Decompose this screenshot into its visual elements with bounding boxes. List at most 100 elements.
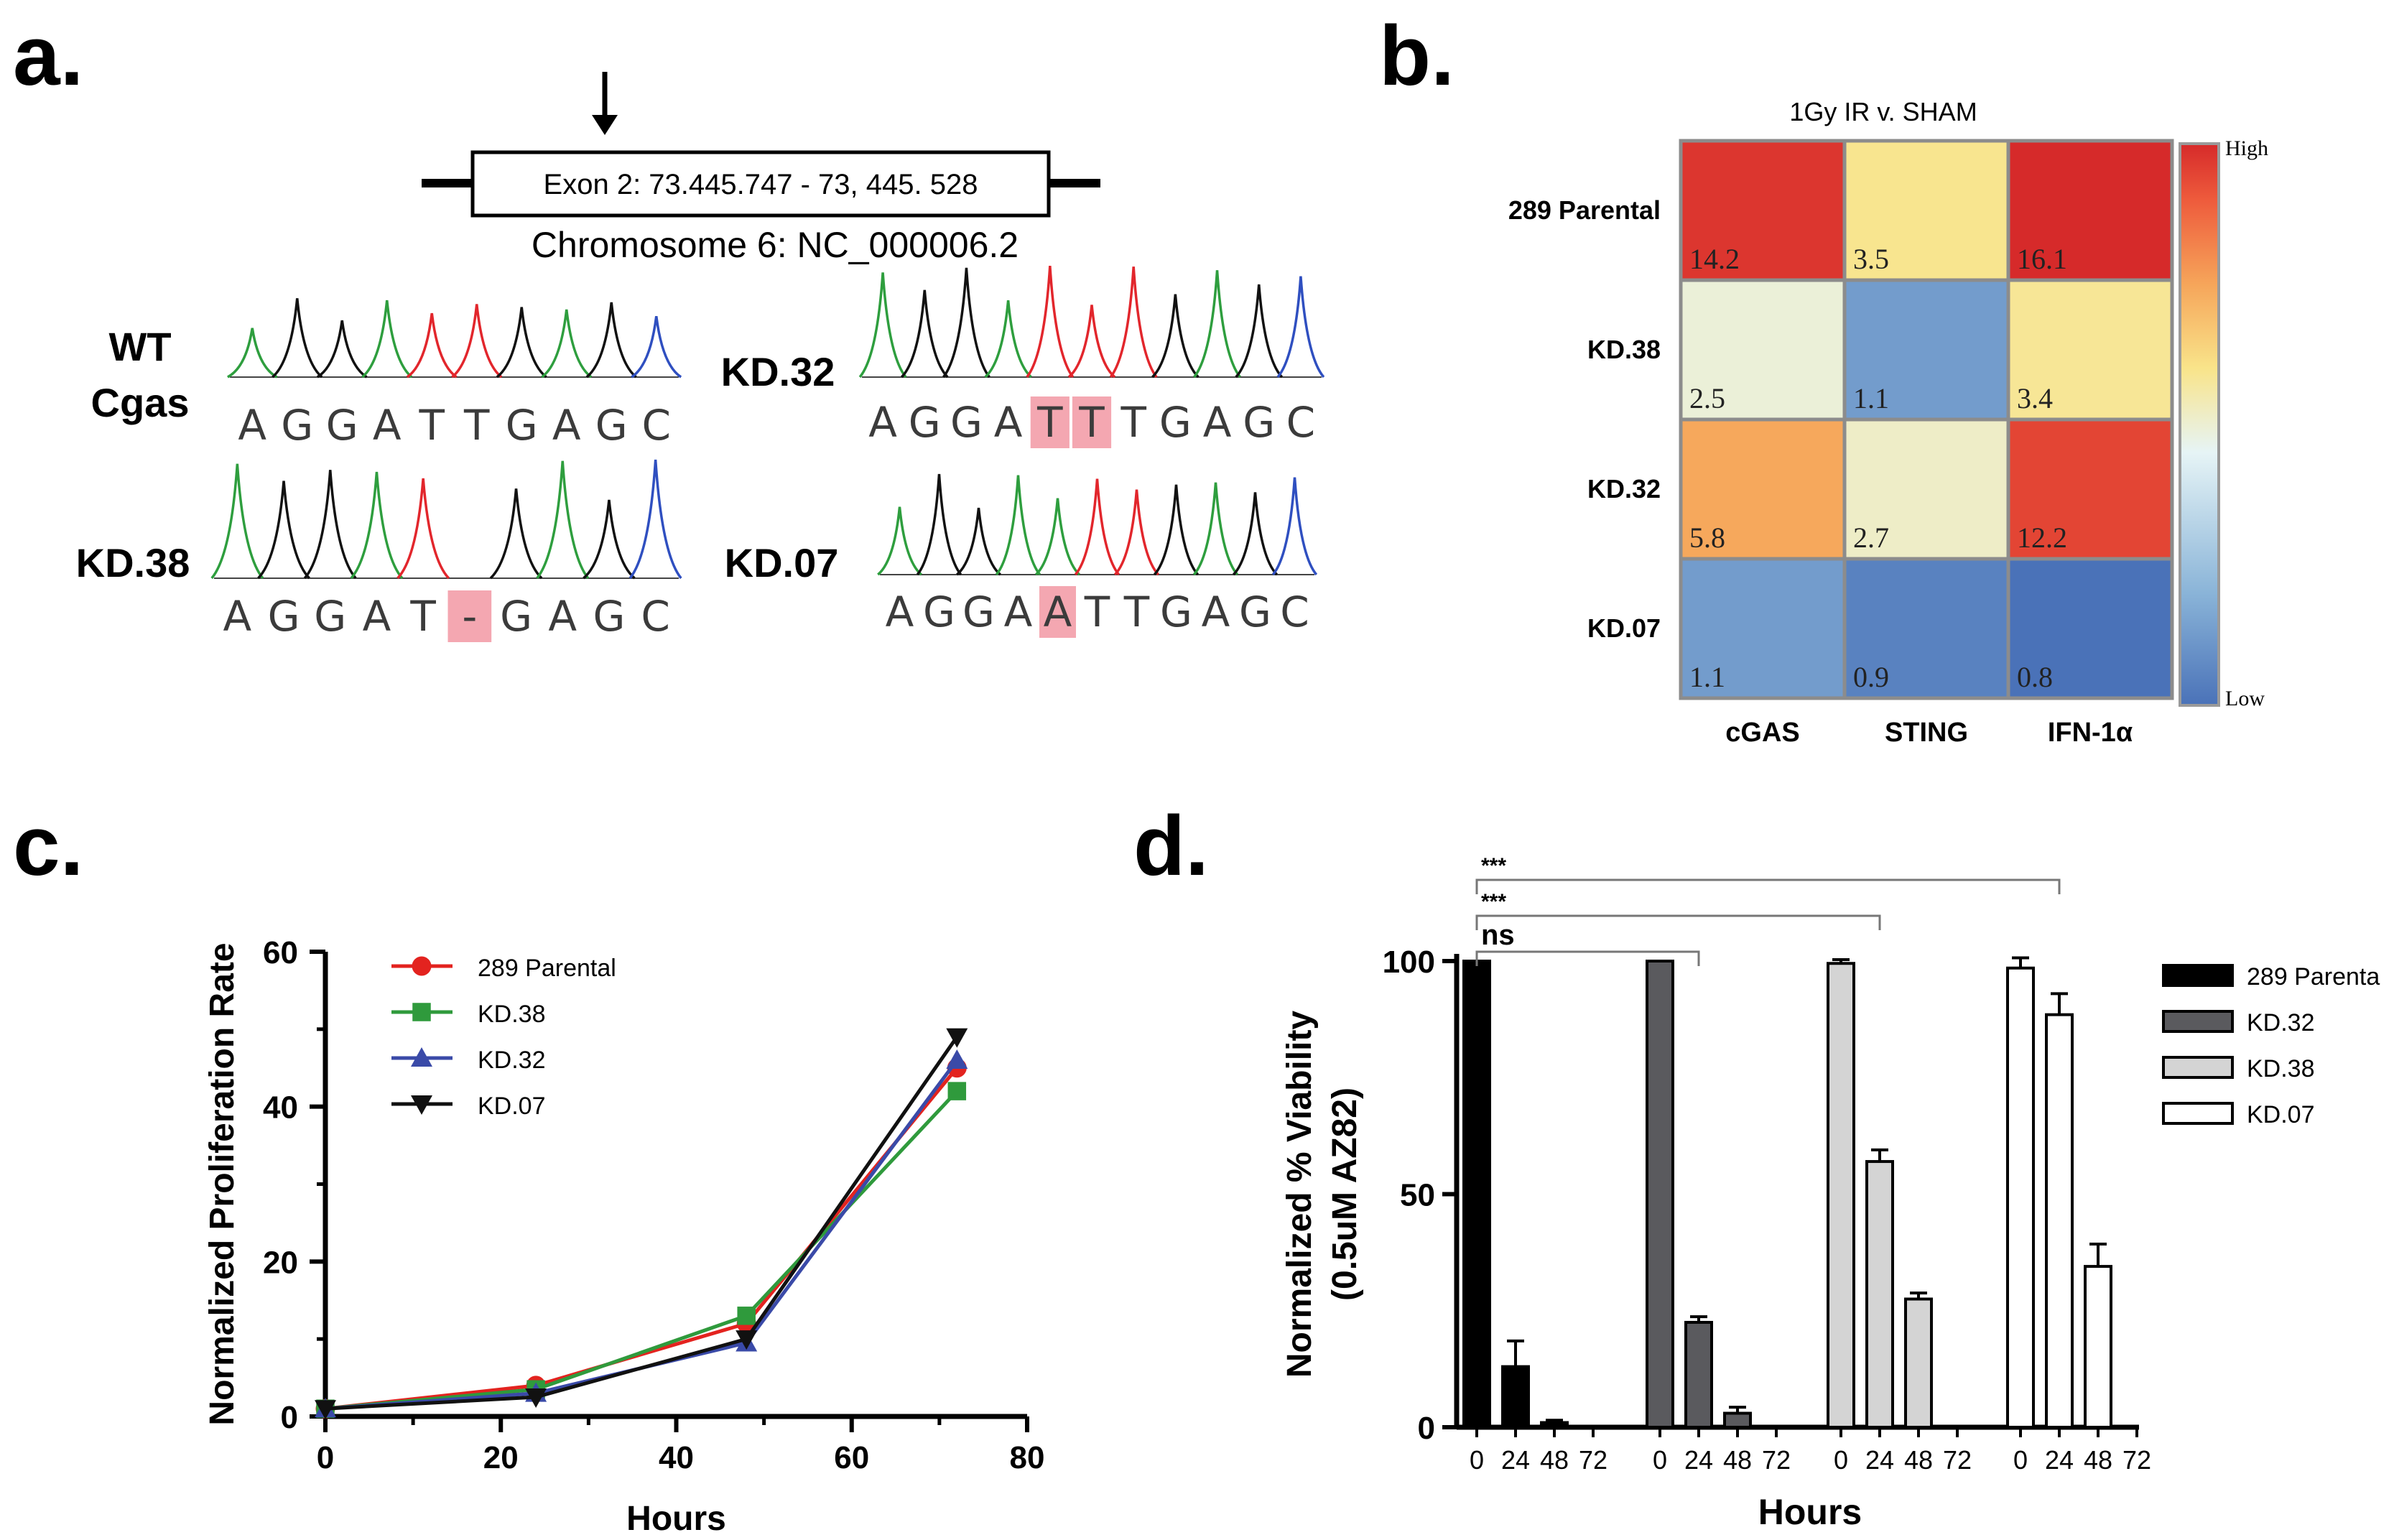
- x-tick-label: 72: [1762, 1445, 1791, 1475]
- sequence-base: -: [462, 592, 477, 641]
- sequence-base: T: [1123, 588, 1150, 636]
- sequence-base: G: [506, 401, 538, 450]
- trace-peak: [489, 488, 543, 580]
- mutation-highlight: [447, 590, 492, 642]
- heatmap-cell: [1842, 139, 2010, 282]
- sequence-base: G: [500, 592, 532, 641]
- panel-b: b. 1Gy IR v. SHAM 14.2 3.5 16.1 2.5 1.1 3.4 5.…: [1379, 9, 2268, 748]
- trace-peak: [1035, 498, 1080, 576]
- colorbar: [2179, 142, 2220, 707]
- sequence-base: A: [548, 592, 577, 641]
- trace-peak: [877, 506, 922, 576]
- trace-peak: [585, 302, 637, 379]
- bar: [1501, 1365, 1530, 1429]
- sequence-base: A: [1044, 588, 1072, 636]
- heatmap-row-label: 289 Parental: [1508, 195, 1661, 225]
- heatmap-value: 5.8: [1689, 521, 1725, 554]
- data-point: [315, 1400, 336, 1420]
- heatmap-cell: [1679, 278, 1847, 422]
- legend-label: KD.07: [478, 1093, 546, 1120]
- trace-peak: [303, 470, 357, 580]
- bar: [2084, 1265, 2112, 1429]
- y-tick-label: 0: [281, 1400, 298, 1435]
- heatmap-col-label: STING: [1885, 718, 1968, 748]
- heatmap-cell: [2006, 557, 2174, 700]
- panel-b-label: b.: [1379, 9, 1455, 103]
- sequence-base: T: [1078, 398, 1105, 447]
- bar-chart: 0 50 100 0 24 48 72 289 Parenta 0 24 48 72 KD.32 0 24 4…: [1281, 854, 2380, 1532]
- series-line: [325, 1067, 959, 1411]
- legend-label: 289 Parenta: [2247, 963, 2380, 991]
- trace-peak: [1026, 265, 1075, 379]
- sequence-base: G: [314, 592, 346, 641]
- data-point: [947, 1082, 967, 1100]
- panel-a: a. Exon 2: 73.445.747 - 73, 445. 528 Chr…: [13, 9, 1325, 642]
- trace-peak: [916, 473, 962, 576]
- trace-peak: [583, 499, 636, 580]
- heatmap-value: 1.1: [1853, 382, 1889, 414]
- trace-peak: [1232, 492, 1279, 576]
- trace-peak: [396, 478, 450, 580]
- heatmap-row-label: KD.32: [1587, 474, 1661, 504]
- trace-peak: [350, 471, 404, 580]
- bar: [1462, 960, 1491, 1429]
- exon-label: Exon 2: 73.445.747 - 73, 445. 528: [544, 169, 978, 200]
- legend-marker: [411, 1047, 432, 1067]
- sequence-base: T: [1084, 588, 1110, 636]
- legend-swatch: [2162, 964, 2234, 987]
- sequence-base: G: [1243, 398, 1275, 447]
- sequence-base: A: [1202, 588, 1230, 636]
- legend-label: KD.38: [478, 1001, 546, 1028]
- bar: [1827, 962, 1855, 1429]
- heatmap-cell: [1679, 417, 1847, 561]
- trace-peak: [210, 463, 264, 580]
- sequence-base: T: [409, 592, 436, 641]
- significance-label: ***: [1481, 890, 1506, 914]
- sequence-base: A: [994, 398, 1023, 447]
- significance-bracket: [1475, 950, 1700, 966]
- sequence-base: A: [363, 592, 391, 641]
- x-tick-label: 80: [1010, 1440, 1045, 1475]
- significance-bracket: [1475, 878, 2061, 894]
- x-tick-label: 72: [2122, 1445, 2151, 1475]
- trace-peak: [900, 289, 949, 379]
- bar: [1865, 1160, 1894, 1429]
- significance-label: ns: [1481, 919, 1515, 951]
- sequence-base: G: [909, 398, 941, 447]
- sequence-base: T: [1036, 398, 1063, 447]
- sequence-base: A: [223, 592, 252, 641]
- legend-label: 289 Parental: [478, 955, 616, 982]
- y-tick-label: 0: [1418, 1411, 1435, 1446]
- trace-peak: [496, 307, 547, 379]
- trace-peak: [1276, 276, 1325, 379]
- y-tick-label: 60: [263, 935, 298, 970]
- legend-label: KD.32: [478, 1047, 546, 1074]
- sequence-base: G: [593, 592, 625, 641]
- x-tick-label: 0: [1653, 1445, 1667, 1475]
- heatmap-value: 12.2: [2017, 521, 2067, 554]
- sequence-base: T: [419, 401, 445, 450]
- sequence-base: C: [641, 592, 670, 641]
- sequence-base: G: [326, 401, 358, 450]
- trace-peak: [631, 315, 682, 379]
- heatmap-value: 14.2: [1689, 243, 1740, 275]
- bar: [1904, 1297, 1933, 1429]
- sequence-base: C: [1280, 588, 1309, 636]
- x-tick-label: 40: [659, 1440, 694, 1475]
- trace-peak: [451, 304, 503, 379]
- panel-c: c. 0 20 40 60 0 20 40 60 80 Hours Normalized Proli…: [13, 799, 1044, 1538]
- y-axis-title: Normalized % Viability: [1281, 1011, 1319, 1378]
- bar: [1723, 1411, 1752, 1429]
- data-point: [737, 1307, 756, 1325]
- significance-label: ***: [1481, 854, 1506, 878]
- trace-peak: [1271, 477, 1318, 576]
- heatmap: 14.2 3.5 16.1 2.5 1.1 3.4 5.8 2.7 12.2 1.1 0.9 0.8 2…: [1508, 139, 2174, 748]
- y-axis-title-2: (0.5uM AZ82): [1326, 1087, 1364, 1301]
- heatmap-cell: [1679, 557, 1847, 700]
- sequence-base: T: [463, 401, 490, 450]
- sequence-base: G: [923, 588, 955, 636]
- trace-peak: [858, 272, 907, 379]
- trace-peak: [257, 481, 310, 580]
- trace-peak: [536, 460, 590, 580]
